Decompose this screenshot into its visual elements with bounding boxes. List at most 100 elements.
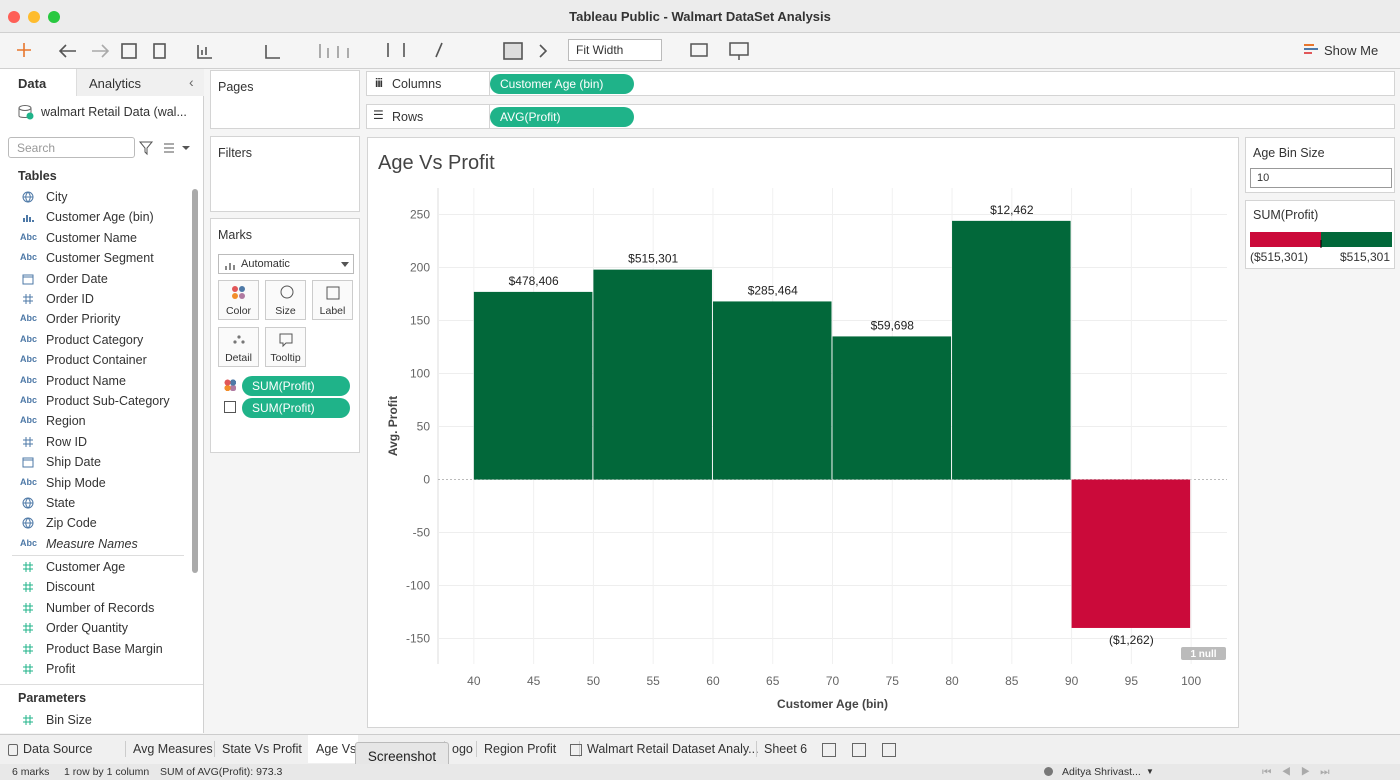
field[interactable]: Abc Product Sub-Category	[0, 393, 186, 411]
field-name: Measure Names	[46, 536, 138, 551]
field[interactable]: City	[0, 189, 186, 207]
toolbar-icons	[17, 42, 548, 60]
hash	[23, 294, 33, 304]
sheet-tab[interactable]: State Vs Profit	[222, 742, 302, 756]
field-icon	[22, 497, 34, 509]
field-icon	[23, 602, 33, 613]
show-me[interactable]: Show Me	[1324, 43, 1379, 58]
active-tab	[308, 735, 358, 763]
field[interactable]: Abc Region	[0, 413, 186, 431]
marks-pill[interactable]: SUM(Profit)	[242, 376, 350, 396]
field[interactable]: Abc Product Name	[0, 373, 186, 391]
bar	[593, 269, 712, 480]
field[interactable]: Number of Records	[0, 600, 186, 618]
field[interactable]: State	[0, 495, 186, 513]
field[interactable]: Order Quantity	[0, 620, 186, 638]
legend-max: $515,301	[1339, 250, 1390, 264]
user-dropdown[interactable]: ▼	[1146, 767, 1154, 776]
field-icon	[23, 562, 33, 572]
field[interactable]: Abc Product Container	[0, 352, 186, 370]
x-tick-label: 40	[467, 674, 481, 688]
divider	[12, 555, 184, 556]
field[interactable]: Abc Order Priority	[0, 311, 186, 329]
shelf-icon: iii	[375, 76, 383, 90]
sheet-tabs: Data Source Avg Measures State Vs Profit Ag…	[0, 734, 1400, 770]
new-sheet-button[interactable]	[852, 743, 866, 757]
dot	[232, 293, 238, 299]
tab-separator	[579, 741, 580, 757]
new-sheet-button[interactable]	[822, 743, 836, 757]
abc-icon: Abc	[20, 231, 38, 242]
field[interactable]: Order Date	[0, 271, 186, 289]
sheet-tab[interactable]: Walmart Retail Dataset Analy...	[587, 742, 759, 756]
chart-title: Age Vs Profit	[378, 152, 495, 174]
abc-icon: Abc	[20, 415, 38, 426]
parameter-input[interactable]: 10	[1250, 168, 1392, 188]
field[interactable]: Bin Size	[0, 712, 186, 730]
search-box[interactable]: Search	[8, 137, 135, 158]
sheet-tab[interactable]: Age Vs	[316, 742, 357, 756]
card-title: Pages	[218, 80, 254, 94]
field[interactable]: Product Base Margin	[0, 641, 186, 659]
mark-button[interactable]: Detail	[218, 327, 259, 367]
sheet-tab[interactable]: Data Source	[23, 742, 93, 756]
size-icon	[280, 285, 294, 299]
mark-button[interactable]: Size	[265, 280, 306, 320]
mark-button-icon	[232, 286, 245, 299]
field-name: Profit	[46, 662, 76, 676]
data-source[interactable]: walmart Retail Data (wal...	[41, 105, 187, 119]
sheet-tab[interactable]: Region Profit	[484, 742, 557, 756]
data-pane: Data Analytics ‹ walmart Retail Data (wal…	[0, 69, 204, 733]
mark-type-dropdown[interactable]: Automatic	[218, 254, 354, 274]
field[interactable]: Discount	[0, 579, 186, 597]
sheet-tab[interactable]: Sheet 6	[764, 742, 808, 756]
field[interactable]: Abc Ship Mode	[0, 475, 186, 493]
tab-label: Analytics	[89, 76, 142, 91]
mark-button[interactable]: Tooltip	[265, 327, 306, 367]
y-tick-label: -100	[406, 579, 430, 593]
field[interactable]: Abc Customer Name	[0, 230, 186, 248]
field[interactable]: Abc Customer Segment	[0, 250, 186, 268]
nav-controls[interactable]: ⏮◀▶⏭	[1262, 766, 1340, 778]
shelf-name: Columns	[392, 77, 442, 91]
mark-button-icon	[326, 286, 340, 300]
mark-type-icon	[225, 263, 235, 270]
field-name: Region	[46, 414, 86, 429]
value-label: $12,462	[990, 203, 1034, 217]
field[interactable]: Abc Measure Names	[0, 536, 186, 554]
value-label: $59,698	[871, 318, 915, 332]
tab-analytics[interactable]: Analytics ‹	[76, 69, 204, 96]
scrollbar[interactable]	[192, 189, 198, 573]
tab-data[interactable]: Data	[0, 69, 76, 98]
mark-button[interactable]: Color	[218, 280, 259, 320]
field[interactable]: Abc Product Category	[0, 332, 186, 350]
value-label: ($1,262)	[1109, 633, 1154, 647]
mark-type: Automatic	[241, 258, 290, 270]
hash	[23, 623, 33, 634]
columns-pill[interactable]: Customer Age (bin)	[490, 74, 634, 94]
mark-button-label: Label	[319, 305, 346, 317]
field-icon	[22, 457, 34, 468]
sheet-tab[interactable]: Avg Measures	[133, 742, 213, 756]
field[interactable]: Profit	[0, 661, 186, 679]
field[interactable]: Row ID	[0, 434, 186, 452]
status-text: 1 row by 1 column	[64, 766, 150, 778]
sheet-tab[interactable]: ogo	[452, 742, 473, 756]
new-sheet-button[interactable]	[882, 743, 896, 757]
user-name[interactable]: Aditya Shrivast...	[1062, 766, 1141, 778]
tooltip: Screenshot	[367, 749, 437, 764]
marks-pill[interactable]: SUM(Profit)	[242, 398, 350, 418]
field[interactable]: Customer Age	[0, 559, 186, 577]
field[interactable]: Customer Age (bin)	[0, 209, 186, 227]
collapse[interactable]: ‹	[189, 74, 194, 90]
field[interactable]: Ship Date	[0, 454, 186, 472]
mark-button-icon	[279, 333, 293, 348]
fit-dropdown[interactable]: Fit Width	[568, 39, 662, 61]
divider	[0, 684, 203, 685]
tables-heading: Tables	[18, 169, 57, 183]
rows-pill[interactable]: AVG(Profit)	[490, 107, 634, 127]
field[interactable]: Zip Code	[0, 515, 186, 533]
field[interactable]: Order ID	[0, 291, 186, 309]
mark-button[interactable]: Label	[312, 280, 353, 320]
field-icon	[23, 664, 33, 674]
